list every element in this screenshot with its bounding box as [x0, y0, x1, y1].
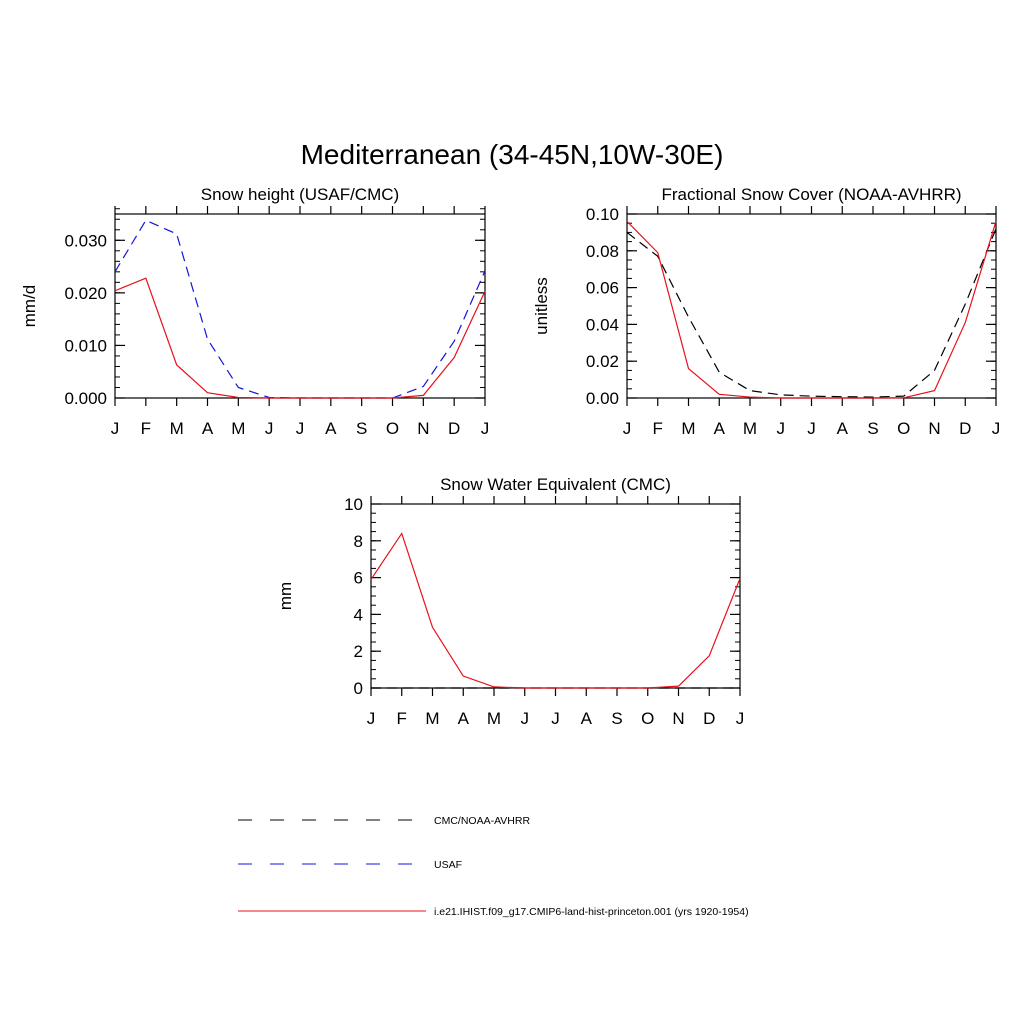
figure-title: Mediterranean (34-45N,10W-30E): [301, 139, 724, 170]
legend-label: i.e21.IHIST.f09_g17.CMIP6-land-hist-prin…: [434, 906, 749, 918]
y-tick-label: 0.08: [586, 242, 619, 261]
y-tick-label: 0.020: [64, 284, 107, 303]
x-tick-label: A: [581, 709, 593, 728]
x-tick-label: J: [992, 419, 1001, 438]
x-tick-label: M: [681, 419, 695, 438]
model-series-line: [114, 277, 486, 399]
y-tick-label: 0.06: [586, 279, 619, 298]
x-tick-label: N: [417, 419, 429, 438]
x-tick-label: J: [265, 419, 274, 438]
x-tick-label: S: [867, 419, 878, 438]
x-tick-label: S: [611, 709, 622, 728]
x-tick-label: J: [367, 709, 376, 728]
x-tick-label: F: [397, 709, 407, 728]
model-series-line: [370, 532, 741, 689]
x-tick-label: J: [777, 419, 786, 438]
x-tick-label: O: [897, 419, 910, 438]
snow-cover-chart: Fractional Snow Cover (NOAA-AVHRR) unitle…: [532, 185, 1000, 438]
chart-title: Snow height (USAF/CMC): [201, 185, 399, 204]
x-tick-label: A: [458, 709, 470, 728]
x-tick-label: D: [703, 709, 715, 728]
chart-title: Fractional Snow Cover (NOAA-AVHRR): [661, 185, 961, 204]
y-tick-label: 0.00: [586, 389, 619, 408]
x-tick-label: J: [551, 709, 560, 728]
chart-title: Snow Water Equivalent (CMC): [440, 475, 671, 494]
x-tick-label: F: [141, 419, 151, 438]
y-tick-label: 0.010: [64, 336, 107, 355]
usaf-series-line: [114, 219, 486, 399]
x-tick-label: F: [653, 419, 663, 438]
x-tick-label: J: [623, 419, 632, 438]
y-tick-label: 0.000: [64, 389, 107, 408]
x-tick-label: M: [231, 419, 245, 438]
x-tick-label: N: [928, 419, 940, 438]
y-axis-label: mm/d: [20, 285, 39, 328]
y-tick-label: 0.02: [586, 352, 619, 371]
x-tick-label: D: [959, 419, 971, 438]
x-tick-label: A: [837, 419, 849, 438]
x-tick-label: J: [481, 419, 490, 438]
model-series-line: [626, 220, 997, 399]
x-tick-label: M: [743, 419, 757, 438]
x-tick-label: J: [521, 709, 530, 728]
x-tick-label: N: [672, 709, 684, 728]
y-tick-label: 6: [354, 569, 363, 588]
plot-frame: [114, 213, 486, 399]
x-tick-label: M: [425, 709, 439, 728]
y-tick-label: 8: [354, 532, 363, 551]
x-tick-label: M: [170, 419, 184, 438]
y-tick-label: 10: [344, 495, 363, 514]
x-tick-label: J: [111, 419, 120, 438]
legend-label: USAF: [434, 859, 462, 871]
x-tick-label: A: [714, 419, 726, 438]
y-tick-label: 0.04: [586, 315, 619, 334]
plot-frame: [626, 213, 997, 399]
snow-height-chart: Snow height (USAF/CMC) mm/d 0.000 0.010 0.02…: [20, 185, 489, 438]
x-tick-label: A: [202, 419, 214, 438]
legend-label: CMC/NOAA-AVHRR: [434, 815, 530, 827]
y-axis-label: unitless: [532, 277, 551, 335]
y-tick-label: 4: [354, 605, 363, 624]
x-tick-label: J: [736, 709, 745, 728]
x-tick-label: O: [641, 709, 654, 728]
plot-frame: [370, 503, 741, 689]
y-tick-label: 0: [354, 679, 363, 698]
x-tick-label: J: [296, 419, 305, 438]
x-tick-label: O: [386, 419, 399, 438]
y-tick-label: 0.030: [64, 231, 107, 250]
y-tick-label: 0.10: [586, 205, 619, 224]
x-tick-label: S: [356, 419, 367, 438]
legend: CMC/NOAA-AVHRR USAF i.e21.IHIST.f09_g17.CM…: [238, 815, 749, 918]
y-axis-label: mm: [276, 582, 295, 610]
x-tick-label: A: [325, 419, 337, 438]
cmc-avhrr-series-line: [626, 228, 997, 398]
x-tick-label: M: [487, 709, 501, 728]
y-tick-label: 2: [354, 642, 363, 661]
x-tick-label: J: [807, 419, 816, 438]
x-tick-label: D: [448, 419, 460, 438]
